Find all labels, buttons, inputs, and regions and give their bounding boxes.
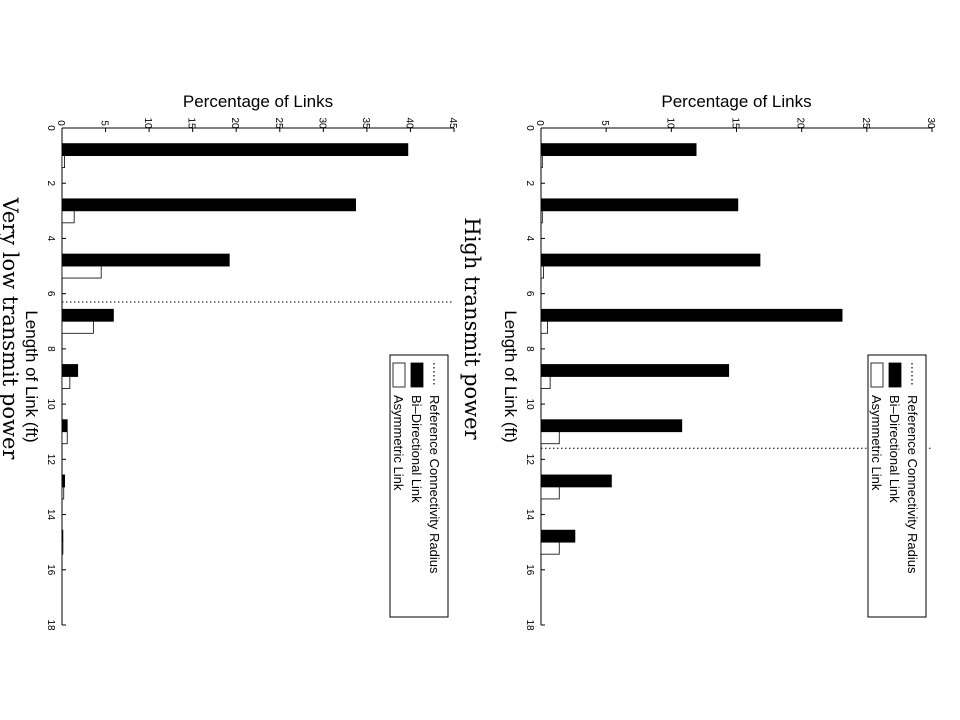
asymmetric-bar <box>540 541 560 555</box>
asymmetric-bar <box>540 376 551 389</box>
legend-swatch-asymmetric <box>392 362 406 388</box>
legend-swatch-bidirectional <box>888 362 902 388</box>
legend: Reference Connectivity RadiusBi–Directio… <box>389 354 449 618</box>
bidirectional-bar <box>540 253 761 267</box>
bidirectional-bar <box>61 143 409 157</box>
length-tick-label: 4 <box>45 236 56 242</box>
length-tick-label: 0 <box>524 125 535 131</box>
asymmetric-bar <box>540 210 543 224</box>
asymmetric-bar <box>540 431 560 445</box>
value-axis-title: Percentage of Links <box>661 92 811 111</box>
length-tick-label: 2 <box>524 180 535 186</box>
asymmetric-bar <box>61 320 94 334</box>
length-tick-label: 4 <box>524 236 535 242</box>
length-tick-label: 12 <box>524 454 535 466</box>
legend-box <box>867 354 927 618</box>
value-tick-label: 20 <box>229 117 240 129</box>
length-tick-label: 18 <box>45 619 56 631</box>
length-tick-label: 14 <box>524 509 535 521</box>
value-axis-title: Percentage of Links <box>183 92 333 111</box>
legend: Reference Connectivity RadiusBi–Directio… <box>867 354 927 618</box>
length-tick-label: 16 <box>45 564 56 576</box>
value-tick-label: 0 <box>55 120 66 126</box>
length-tick-label: 14 <box>45 509 56 521</box>
length-axis-title: Length of Link (ft) <box>501 310 520 442</box>
asymmetric-bar <box>61 541 64 555</box>
length-tick-label: 0 <box>45 125 56 131</box>
asymmetric-bar <box>540 320 548 334</box>
length-tick-label: 2 <box>45 180 56 186</box>
bidirectional-bar <box>61 474 66 488</box>
legend-swatch-asymmetric <box>870 362 884 388</box>
length-tick-label: 6 <box>45 291 56 297</box>
bidirectional-bar <box>61 198 356 212</box>
value-tick-label: 35 <box>360 117 371 129</box>
value-tick-label: 0 <box>534 120 545 126</box>
legend-swatch-bidirectional <box>410 362 424 388</box>
chart-panel-low: 0 5 10 15 20 25 30 35 40 45 0 2 4 6 8 10 12 14 16 18 Percent… <box>0 92 458 631</box>
bidirectional-bar <box>540 198 739 212</box>
value-tick-label: 25 <box>273 117 284 129</box>
legend-entry: Asymmetric Link <box>869 395 884 491</box>
length-tick-label: 16 <box>524 564 535 576</box>
bidirectional-bar <box>61 529 64 543</box>
value-tick-label: 10 <box>664 117 675 129</box>
length-tick-label: 18 <box>524 619 535 631</box>
length-tick-label: 6 <box>524 291 535 297</box>
panel-caption: Very low transmit power <box>0 197 22 461</box>
value-tick-label: 15 <box>730 117 741 129</box>
value-tick-label: 5 <box>99 120 110 126</box>
value-tick-label: 10 <box>142 117 153 129</box>
asymmetric-bar <box>540 155 543 169</box>
legend-box <box>389 354 449 618</box>
value-tick-label: 40 <box>403 117 414 129</box>
value-tick-label: 20 <box>795 117 806 129</box>
length-tick-label: 8 <box>524 346 535 352</box>
asymmetric-bar <box>61 376 71 389</box>
legend-entry: Bi–Directional Link <box>887 395 902 503</box>
value-tick-label: 15 <box>186 117 197 129</box>
bidirectional-bar <box>540 419 683 433</box>
value-tick-label: 5 <box>599 120 610 126</box>
bidirectional-bar <box>540 143 697 157</box>
length-tick-label: 8 <box>45 346 56 352</box>
bidirectional-bar <box>61 419 68 433</box>
legend-entry: Reference Connectivity Radius <box>427 395 442 574</box>
chart-panel-high: 0 5 10 15 20 25 30 0 2 4 6 8 10 12 14 16 18 Percentage of… <box>460 92 936 631</box>
asymmetric-bar <box>61 210 75 224</box>
value-tick-label: 30 <box>925 117 936 129</box>
value-tick-label: 30 <box>316 117 327 129</box>
asymmetric-bar <box>61 486 65 500</box>
panel-caption: High transmit power <box>460 217 484 440</box>
length-tick-label: 12 <box>45 454 56 466</box>
asymmetric-bar <box>61 155 66 169</box>
asymmetric-bar <box>540 265 545 279</box>
legend-entry: Bi–Directional Link <box>409 395 424 503</box>
legend-entry: Asymmetric Link <box>391 395 406 491</box>
bidirectional-bar <box>61 308 114 322</box>
asymmetric-bar <box>540 486 560 500</box>
bidirectional-bar <box>540 364 730 377</box>
asymmetric-bar <box>61 431 68 445</box>
length-tick-label: 10 <box>524 399 535 411</box>
value-tick-label: 45 <box>447 117 458 129</box>
length-tick-label: 10 <box>45 399 56 411</box>
legend-entry: Reference Connectivity Radius <box>905 395 920 574</box>
bidirectional-bar <box>540 529 576 543</box>
asymmetric-bar <box>61 265 102 279</box>
bidirectional-bar <box>61 253 230 267</box>
bidirectional-bar <box>61 364 79 377</box>
bidirectional-bar <box>540 308 843 322</box>
value-tick-label: 25 <box>860 117 871 129</box>
length-axis-title: Length of Link (ft) <box>22 310 41 442</box>
bidirectional-bar <box>540 474 612 488</box>
